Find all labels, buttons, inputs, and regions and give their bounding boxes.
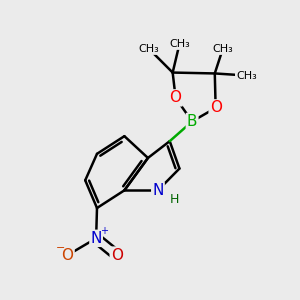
Text: O: O xyxy=(169,90,181,105)
Text: −: − xyxy=(56,243,65,253)
Text: O: O xyxy=(61,248,74,262)
Text: N: N xyxy=(90,231,102,246)
Text: CH₃: CH₃ xyxy=(236,70,257,80)
Text: CH₃: CH₃ xyxy=(212,44,233,54)
Text: B: B xyxy=(187,114,197,129)
Text: O: O xyxy=(111,248,123,262)
Text: H: H xyxy=(169,193,179,206)
Text: O: O xyxy=(210,100,222,116)
Text: CH₃: CH₃ xyxy=(169,39,190,49)
Text: CH₃: CH₃ xyxy=(139,44,160,54)
Text: N: N xyxy=(152,183,164,198)
Text: +: + xyxy=(100,226,108,236)
